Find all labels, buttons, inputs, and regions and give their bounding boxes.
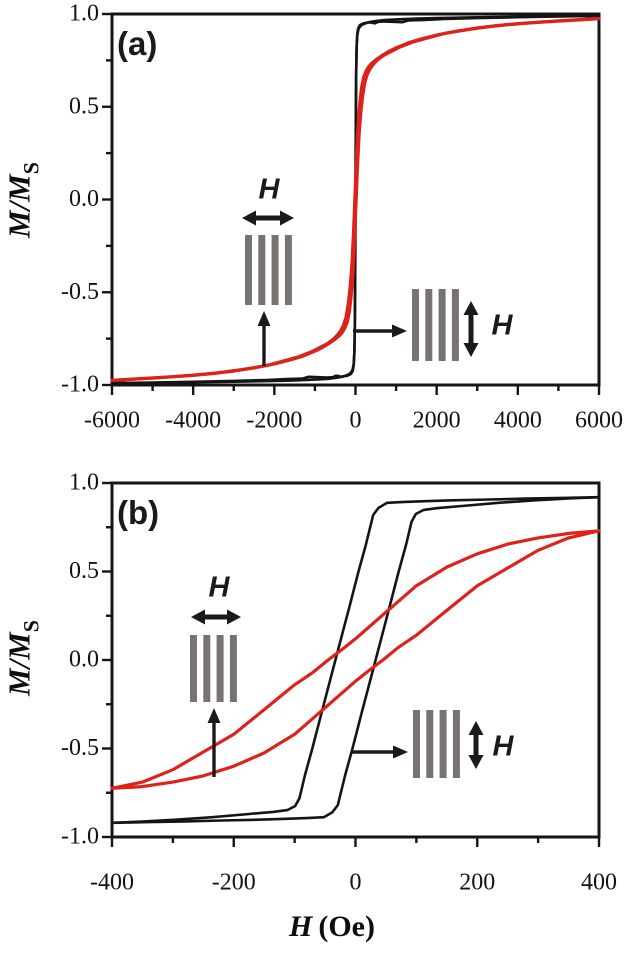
y-tick-label: -0.5 <box>61 735 99 761</box>
arrowhead-right <box>227 609 241 625</box>
arrowhead-left <box>191 609 205 625</box>
ylabel-slash: / <box>1 659 37 669</box>
x-tick-label: -400 <box>90 870 134 896</box>
y-tick-label: 0.5 <box>69 93 99 119</box>
stripe-bar <box>426 710 434 778</box>
panel-b-axes: -400 -200 0 200 400 1.0 0.5 0.0 -0.5 -1.0 <box>61 470 617 896</box>
panel-a-left-inset-stripes-icon <box>242 210 294 366</box>
arrowhead-left <box>242 210 256 226</box>
stripe-bar <box>439 710 447 778</box>
panel-b-x-axis-title: H (Oe) <box>289 910 375 944</box>
stripe-bar <box>438 289 446 361</box>
ylabel-denominator: M <box>1 174 37 202</box>
arrowhead-up <box>257 311 271 326</box>
panel-b-series-red-loop <box>110 529 601 790</box>
stripe-bar <box>284 235 292 305</box>
stripe-bar <box>203 635 211 702</box>
descending-branch <box>110 529 601 790</box>
panel-b-right-inset-stripes-icon <box>352 710 484 778</box>
panel-a-right-inset-stripes-icon <box>353 289 479 361</box>
arrowhead-right <box>392 324 407 338</box>
stripe-bar <box>245 235 252 305</box>
y-tick-label: 1.0 <box>69 470 99 496</box>
ylabel-numerator: M <box>1 210 37 239</box>
plot-frame <box>110 12 601 387</box>
ascending-branch <box>110 17 601 382</box>
x-tick-label: 400 <box>581 870 617 896</box>
x-tick-label: 6000 <box>575 408 623 434</box>
ylabel-denominator: M <box>1 632 37 660</box>
plot-frame <box>110 481 601 839</box>
x-tick-label: -6000 <box>84 408 140 434</box>
panel-a-right-inset-h-label: H <box>491 309 513 342</box>
stripe-bar <box>412 289 419 361</box>
arrowhead-right <box>280 210 294 226</box>
panel-a-letter: (a) <box>117 25 158 62</box>
x-tick-label: -200 <box>212 870 256 896</box>
x-tick-label: 0 <box>350 870 362 896</box>
ylabel-subscript: S <box>18 161 44 175</box>
panel-b-left-inset-h-label: H <box>208 571 230 604</box>
panel-a-left-inset-h-label: H <box>258 173 280 206</box>
y-tick-label: -1.0 <box>61 372 99 398</box>
xlabel-symbol: H <box>289 910 313 943</box>
y-tick-label: 0.5 <box>69 558 99 584</box>
panel-b-left-inset-stripes-icon <box>190 609 241 777</box>
arrowhead-up <box>463 301 479 315</box>
x-tick-label: -2000 <box>246 408 302 434</box>
stripe-bar <box>258 235 266 305</box>
y-tick-label: -1.0 <box>61 824 99 850</box>
xlabel-unit: (Oe) <box>318 910 375 943</box>
panel-a-y-axis-title: M/MS <box>1 161 44 239</box>
y-tick-label: 0.0 <box>69 186 99 212</box>
y-tick-label: 0.0 <box>69 647 99 673</box>
ylabel-numerator: M <box>1 668 37 697</box>
ylabel-slash: / <box>1 201 37 211</box>
panel-a-axes: -6000 -4000 -2000 0 2000 4000 6000 1.0 0.5 0.0 -0.… <box>61 1 623 434</box>
panel-b-right-inset-h-label: H <box>492 730 514 763</box>
panel-b-letter: (b) <box>117 494 160 531</box>
ylabel-subscript: S <box>18 619 44 633</box>
ascending-branch <box>110 495 601 825</box>
x-tick-label: 0 <box>350 408 362 434</box>
stripe-bar <box>413 710 420 778</box>
arrowhead-right <box>393 745 408 759</box>
arrowhead-down <box>463 343 479 357</box>
descending-branch <box>110 495 601 825</box>
panel-b-series-black-loop <box>110 495 601 825</box>
stripe-bar <box>452 710 460 778</box>
stripe-bar <box>425 289 433 361</box>
x-tick-label: -4000 <box>165 408 221 434</box>
stripe-bar <box>190 635 197 702</box>
panel-a-series-red-loop <box>110 17 601 382</box>
stripe-bar <box>216 635 224 702</box>
arrowhead-up <box>468 721 484 735</box>
stripe-bar <box>271 235 279 305</box>
x-tick-label: 4000 <box>494 408 542 434</box>
x-tick-label: 200 <box>459 870 495 896</box>
y-tick-label: 1.0 <box>69 1 99 27</box>
ascending-branch <box>110 529 601 790</box>
y-tick-label: -0.5 <box>61 279 99 305</box>
x-tick-label: 2000 <box>413 408 461 434</box>
panel-b-y-axis-title: M/MS <box>1 619 44 697</box>
stripe-bar <box>229 635 237 702</box>
stripe-bar <box>451 289 459 361</box>
arrowhead-up <box>207 708 221 723</box>
arrowhead-down <box>468 755 484 769</box>
